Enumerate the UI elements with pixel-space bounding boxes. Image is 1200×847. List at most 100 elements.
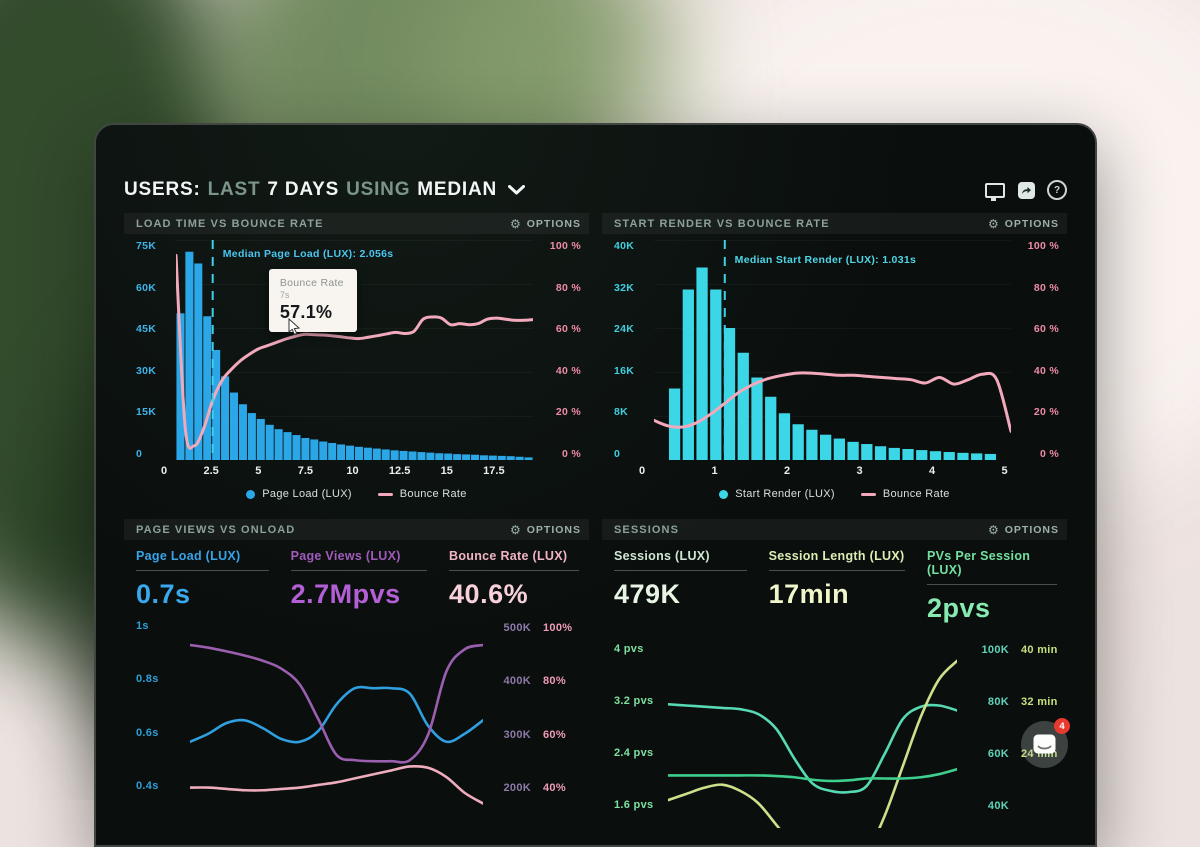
metric-page-views: Page Views (LUX) 2.7Mpvs — [291, 549, 427, 610]
metric-sessions: Sessions (LUX) 479K — [614, 549, 747, 624]
sessions-chart — [668, 630, 957, 828]
legend-label: Page Load (LUX) — [262, 488, 352, 500]
metrics-row: Page Load (LUX) 0.7s Page Views (LUX) 2.… — [124, 540, 589, 614]
legend-line-icon — [378, 493, 393, 496]
legend-item-bounce-rate[interactable]: Bounce Rate — [861, 488, 950, 500]
metric-divider — [449, 570, 579, 571]
legend-label: Start Render (LUX) — [735, 488, 835, 500]
metrics-row: Sessions (LUX) 479K Session Length (LUX)… — [602, 540, 1067, 628]
gear-icon: ⚙ — [988, 524, 1000, 536]
chat-bubble-icon — [1032, 733, 1057, 756]
tooltip-x-value: 7s — [280, 290, 344, 300]
panel-title: START RENDER VS BOUNCE RATE — [614, 218, 830, 230]
dashboard: USERS: LAST 7 DAYS USING MEDIAN ? — [96, 125, 1095, 845]
metric-label: Page Load (LUX) — [136, 549, 269, 563]
metric-divider — [614, 570, 747, 571]
legend-item-bounce-rate[interactable]: Bounce Rate — [378, 488, 467, 500]
metric-page-load: Page Load (LUX) 0.7s — [136, 549, 269, 610]
panel-title: SESSIONS — [614, 524, 679, 536]
metric-pvs-per-session: PVs Per Session (LUX) 2pvs — [927, 549, 1057, 624]
help-icon[interactable]: ? — [1047, 181, 1067, 199]
gear-icon: ⚙ — [510, 218, 522, 230]
legend-line-icon — [861, 493, 876, 496]
start-render-chart: Median Start Render (LUX): 1.031s — [654, 240, 1011, 460]
median-annotation: Median Page Load (LUX): 2.056s — [223, 248, 394, 260]
users-range-dropdown[interactable]: USERS: LAST 7 DAYS USING MEDIAN — [124, 179, 525, 201]
legend: Start Render (LUX) Bounce Rate — [602, 482, 1067, 506]
metric-value: 40.6% — [449, 579, 579, 610]
metric-label: Page Views (LUX) — [291, 549, 427, 563]
chat-widget-button[interactable]: 4 — [1021, 721, 1068, 768]
display-icon[interactable] — [985, 181, 1005, 199]
options-button[interactable]: ⚙ OPTIONS — [510, 524, 581, 536]
panel-header: SESSIONS ⚙ OPTIONS — [602, 519, 1067, 540]
laptop-screen: USERS: LAST 7 DAYS USING MEDIAN ? — [94, 123, 1097, 847]
title-using: USING — [346, 179, 410, 201]
options-button[interactable]: ⚙ OPTIONS — [510, 218, 581, 230]
chevron-down-icon — [508, 185, 525, 195]
dashboard-header: USERS: LAST 7 DAYS USING MEDIAN ? — [124, 175, 1067, 205]
metric-bounce-rate: Bounce Rate (LUX) 40.6% — [449, 549, 579, 610]
title-median: MEDIAN — [417, 179, 497, 201]
options-label: OPTIONS — [1005, 218, 1059, 230]
panel-header: PAGE VIEWS VS ONLOAD ⚙ OPTIONS — [124, 519, 589, 540]
metric-value: 2.7Mpvs — [291, 579, 427, 610]
legend: Page Load (LUX) Bounce Rate — [124, 482, 589, 506]
panel-title: PAGE VIEWS VS ONLOAD — [136, 524, 295, 536]
metric-divider — [136, 570, 269, 571]
legend-dot-icon — [719, 490, 728, 499]
metric-divider — [769, 570, 905, 571]
legend-label: Bounce Rate — [883, 488, 950, 500]
legend-item-page-load[interactable]: Page Load (LUX) — [246, 488, 352, 500]
metric-label: Session Length (LUX) — [769, 549, 905, 563]
title-last: LAST — [208, 179, 261, 201]
metric-label: Sessions (LUX) — [614, 549, 747, 563]
tooltip-series: Bounce Rate — [280, 277, 344, 289]
y-axis-right: 100 %80 %60 %40 %20 %0 % — [1011, 240, 1067, 460]
title-users: USERS: — [124, 179, 201, 201]
options-button[interactable]: ⚙ OPTIONS — [988, 524, 1059, 536]
options-label: OPTIONS — [527, 218, 581, 230]
options-label: OPTIONS — [1005, 524, 1059, 536]
panel-header: START RENDER VS BOUNCE RATE ⚙ OPTIONS — [602, 213, 1067, 234]
panel-page-views-vs-onload: PAGE VIEWS VS ONLOAD ⚙ OPTIONS Page Load… — [124, 519, 589, 828]
metric-divider — [927, 584, 1057, 585]
options-button[interactable]: ⚙ OPTIONS — [988, 218, 1059, 230]
mouse-cursor-icon — [288, 318, 302, 335]
metric-value: 479K — [614, 579, 747, 610]
metric-value: 2pvs — [927, 593, 1057, 624]
metric-value: 0.7s — [136, 579, 269, 610]
metric-label: Bounce Rate (LUX) — [449, 549, 579, 563]
metric-label: PVs Per Session (LUX) — [927, 549, 1057, 577]
options-label: OPTIONS — [527, 524, 581, 536]
share-icon[interactable] — [1016, 181, 1036, 199]
metric-divider — [291, 570, 427, 571]
panel-title: LOAD TIME VS BOUNCE RATE — [136, 218, 324, 230]
gear-icon: ⚙ — [510, 524, 522, 536]
legend-label: Bounce Rate — [400, 488, 467, 500]
metric-value: 17min — [769, 579, 905, 610]
notification-badge: 4 — [1054, 718, 1070, 734]
page-views-onload-chart — [190, 616, 483, 814]
panel-header: LOAD TIME VS BOUNCE RATE ⚙ OPTIONS — [124, 213, 589, 234]
gear-icon: ⚙ — [988, 218, 1000, 230]
legend-item-start-render[interactable]: Start Render (LUX) — [719, 488, 835, 500]
tooltip: Bounce Rate 7s 57.1% — [269, 269, 357, 332]
header-toolbar: ? — [985, 181, 1067, 199]
panel-sessions: SESSIONS ⚙ OPTIONS Sessions (LUX) 479K S… — [602, 519, 1067, 828]
median-annotation: Median Start Render (LUX): 1.031s — [735, 254, 916, 266]
y-axis-right: 100 %80 %60 %40 %20 %0 % — [533, 240, 589, 460]
metric-session-length: Session Length (LUX) 17min — [769, 549, 905, 624]
title-7days: 7 DAYS — [267, 179, 339, 201]
